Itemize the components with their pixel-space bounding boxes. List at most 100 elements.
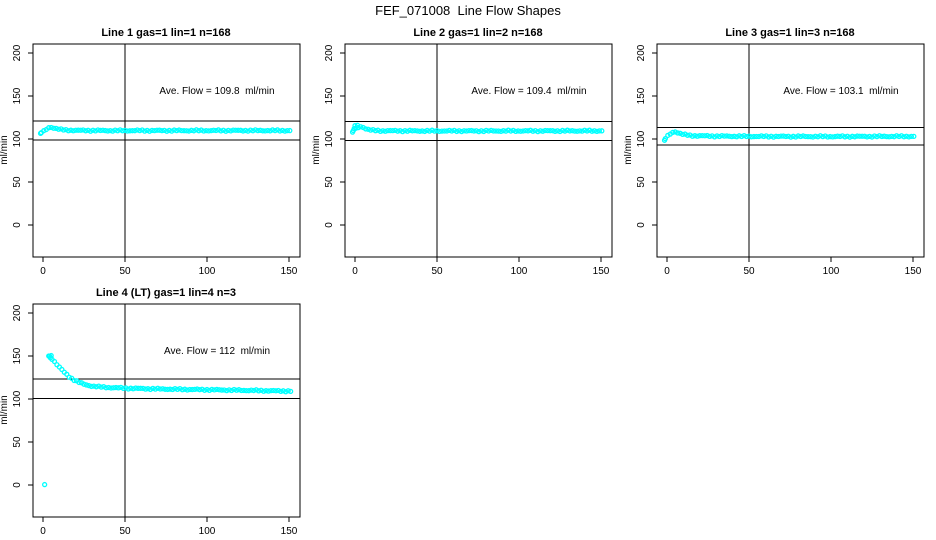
data-point [237,127,244,133]
data-point [422,128,428,135]
data-point [83,382,90,388]
data-point [226,387,232,393]
data-point [230,127,236,133]
data-point [191,128,197,134]
data-point [268,387,274,394]
data-point [407,127,413,133]
y-tick-label: 0 [636,222,647,228]
data-point [419,128,425,134]
x-tick-label: 50 [743,266,755,277]
data-point [90,127,96,133]
data-point [174,386,181,393]
data-point [91,383,97,389]
data-point [795,133,801,139]
data-point [280,388,286,394]
data-point [171,127,177,133]
data-point [354,122,361,128]
figure-title: FEF_071008 Line Flow Shapes [375,3,561,18]
x-tick-label: 100 [199,266,216,277]
data-point [444,128,450,134]
data-point [46,125,52,131]
data-point [896,133,902,140]
data-point [115,385,122,391]
data-point [510,127,516,134]
data-point [159,127,165,134]
data-point [726,133,732,139]
data-point [483,127,489,134]
panel-title: Line 2 gas=1 lin=2 n=168 [413,27,542,39]
x-tick-label: 50 [119,526,131,537]
data-point [706,133,713,140]
panel-grid: Line 1 gas=1 lin=1 n=168 0 50 100 150 0 50 100 1… [0,20,936,540]
data-point [120,385,127,392]
data-point [214,386,220,393]
data-point [704,132,710,139]
data-point [466,127,472,134]
data-point [105,128,111,134]
data-point [277,128,283,134]
data-point [879,133,885,140]
data-point [100,127,106,133]
data-point [213,127,219,134]
data-point [753,133,760,140]
panel-line-4: Line 4 (LT) gas=1 lin=4 n=3 0 50 100 150 0 50 1… [0,287,301,537]
data-point [714,133,720,139]
data-point [530,128,536,134]
data-point [884,134,890,140]
data-point [741,132,747,139]
data-point [859,133,865,139]
data-point [436,128,443,135]
data-point [522,127,529,134]
data-point [102,127,108,134]
data-point [233,127,239,133]
data-point [223,128,229,134]
data-point [385,127,391,134]
data-point [412,127,418,134]
data-point [692,133,698,139]
panel-line-3: Line 3 gas=1 lin=3 n=168 0 50 100 150 0 50 100 1… [624,27,925,277]
data-point [133,385,139,391]
data-point [542,127,548,134]
data-point [517,128,524,134]
data-point [236,387,242,393]
data-point [127,128,133,134]
data-point [76,379,82,386]
data-point [273,388,279,394]
data-point [694,133,700,139]
data-point [387,127,393,134]
data-point [204,386,210,393]
data-point [162,386,168,392]
data-point [157,386,163,392]
data-point [119,128,126,134]
data-point [854,133,860,139]
data-point [684,132,691,138]
data-point [263,388,269,394]
y-tick-label: 200 [324,44,335,61]
data-point [476,128,482,135]
data-point [773,133,779,139]
data-point [250,128,256,134]
y-tick-label: 100 [324,130,335,147]
data-point [778,133,784,139]
y-axis-label: ml/min [0,395,10,424]
data-point [581,127,588,133]
data-point [584,128,590,134]
data-point [201,128,207,134]
data-point [825,134,831,140]
data-point [287,388,294,395]
data-point [128,385,134,391]
data-point [176,127,182,133]
data-point [876,133,883,139]
data-point [552,128,558,134]
data-point [257,127,263,133]
y-tick-label: 150 [12,347,23,364]
data-point [790,133,796,139]
data-point [97,127,104,134]
data-point [724,133,730,139]
data-point [866,133,873,140]
data-point [456,128,462,134]
panel-line-1: Line 1 gas=1 lin=1 n=168 0 50 100 150 0 50 100 1… [0,27,301,277]
data-point [711,134,718,140]
data-point [802,133,809,140]
